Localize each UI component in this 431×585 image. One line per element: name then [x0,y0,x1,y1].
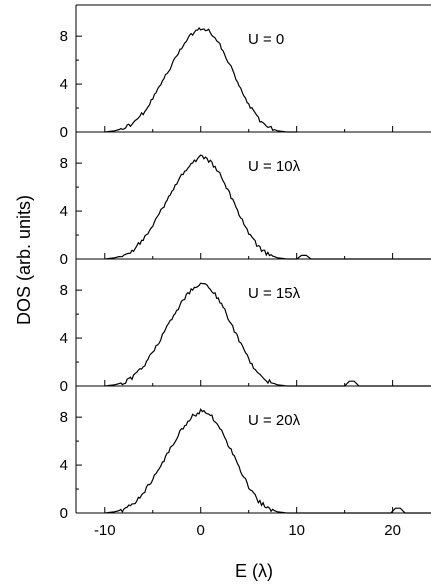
y-tick-label: 4 [60,330,68,347]
panel-label: U = 20λ [248,412,301,429]
y-tick-label: 4 [60,203,68,220]
y-tick-label: 0 [60,378,68,395]
x-tick-label: -10 [94,522,116,539]
y-axis-title: DOS (arb. units) [14,195,34,325]
panels-group: 0 4 8 U = 0 0 4 8 U = 10λ 0 4 8 U = 15λ 0 4 8 U = 20λ -1… [60,4,431,539]
panel-1: 0 4 8 U = 0 [60,4,431,141]
y-tick-label: 0 [60,251,68,268]
x-tick-label: 10 [288,522,305,539]
dos-curve [104,27,297,133]
y-tick-label: 8 [60,28,68,45]
x-axis-title: E (λ) [235,561,273,581]
dos-curve [104,407,431,514]
x-tick-label: 0 [197,522,205,539]
panel-label: U = 0 [248,31,284,48]
panel-3: 0 4 8 U = 15λ [60,258,431,395]
y-tick-label: 0 [60,505,68,522]
y-tick-label: 0 [60,124,68,141]
panel-label: U = 15λ [248,285,301,302]
y-tick-label: 8 [60,155,68,172]
panel-2: 0 4 8 U = 10λ [60,131,431,268]
y-tick-label: 4 [60,457,68,474]
y-tick-label: 8 [60,409,68,426]
panel-4: 0 4 8 U = 20λ [60,385,431,522]
panel-label: U = 10λ [248,158,301,175]
y-tick-label: 4 [60,76,68,93]
y-tick-label: 8 [60,282,68,299]
x-tick-label: 20 [384,522,401,539]
